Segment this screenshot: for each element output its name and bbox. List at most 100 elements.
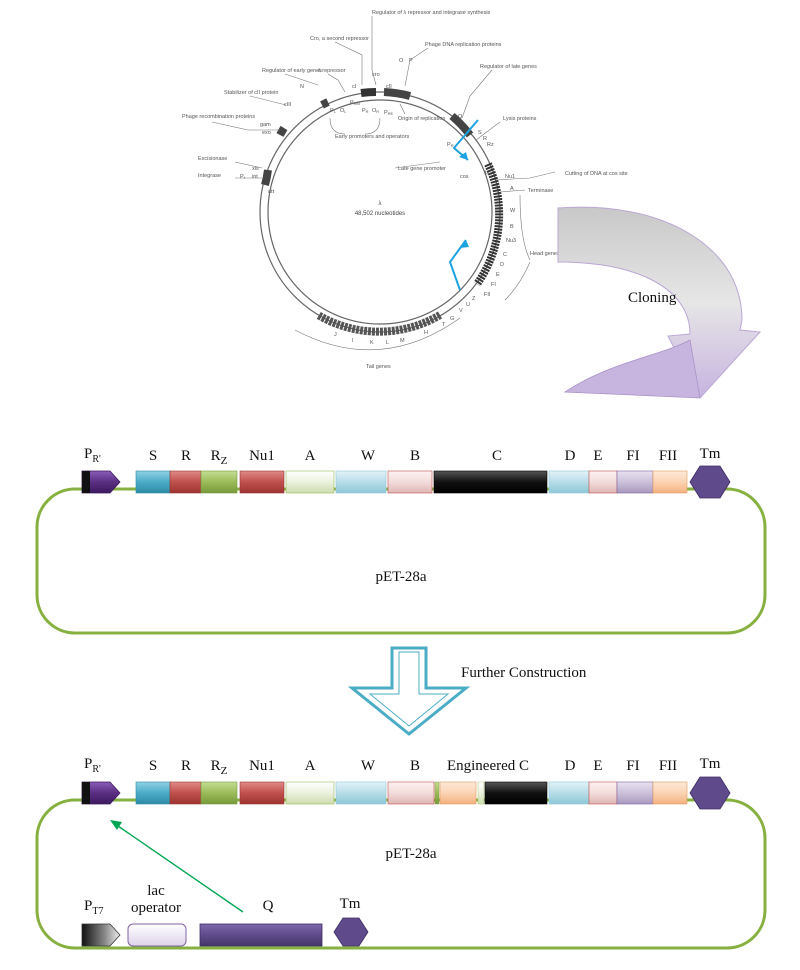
operator-OR: OR xyxy=(372,108,379,114)
gene-Nu3: Nu3 xyxy=(506,238,516,244)
gene-att: att xyxy=(268,189,275,195)
plasmid-1-outline xyxy=(35,487,767,635)
gene-Nu1: Nu1 xyxy=(505,174,515,180)
terminator-2-label: Tm xyxy=(340,896,361,912)
label2-B: B xyxy=(410,758,420,774)
gene-H: H xyxy=(424,330,428,336)
annotation-leader-lines xyxy=(211,16,556,351)
label-head: Head genes xyxy=(530,251,560,257)
lac-operator xyxy=(127,923,187,947)
label-cro: Cro, a second repressor xyxy=(310,36,369,42)
lambda-gene-letters: N cIII cI cro cII O P Q S R Rz Nu1 A W B… xyxy=(240,58,516,346)
gene-block-FII xyxy=(652,470,688,494)
cloning-label: Cloning xyxy=(628,290,677,306)
gene-A: A xyxy=(510,186,514,192)
label2-FI: FI xyxy=(626,758,639,774)
plasmid-1-label: pET-28a xyxy=(375,569,426,585)
gene-Rz: Rz xyxy=(487,142,494,148)
label-stabilizer: Stabilizer of cII protein xyxy=(224,90,278,96)
gene-block-D xyxy=(548,470,590,494)
lambda-size: 48,502 nucleotides xyxy=(355,211,405,217)
construct-2-terminator-2 xyxy=(333,917,369,947)
q-activation-arrow xyxy=(117,825,244,913)
gene2-block-engineered-tag xyxy=(439,781,477,805)
gene-cI: cI xyxy=(352,84,357,90)
gene-exo: exo xyxy=(262,130,271,136)
gene-cII: cII xyxy=(386,84,392,90)
gene-cro: cro xyxy=(372,72,380,78)
label2-D: D xyxy=(565,758,576,774)
label-phage-recombination: Phage recombination proteins xyxy=(182,114,255,120)
label-D: D xyxy=(565,448,576,464)
gene-O: O xyxy=(399,58,404,64)
gene2-block-spacer xyxy=(477,781,485,805)
gene-block-R xyxy=(169,470,202,494)
lac-operator-label-1: lac xyxy=(147,883,165,899)
label-Tm-1: Tm xyxy=(700,446,721,462)
label-FI: FI xyxy=(626,448,639,464)
promoter-PRM: PRM xyxy=(350,100,360,106)
gene-E: E xyxy=(496,272,500,278)
gene2-block-FI xyxy=(616,781,654,805)
label-Nu1: Nu1 xyxy=(249,448,275,464)
gene-D: D xyxy=(500,262,504,268)
gene-block-C xyxy=(433,470,548,494)
segment-tail xyxy=(315,311,443,336)
label-tail: Tail genes xyxy=(366,364,391,370)
gene-P: P xyxy=(409,58,413,64)
gene-L: L xyxy=(386,340,389,346)
lambda-genome-map: λ 48,502 nucleotides Regulator of λ repr… xyxy=(182,10,628,370)
label-lysis: Lysis proteins xyxy=(503,116,537,122)
gene2-block-C xyxy=(484,781,548,805)
segment-N xyxy=(320,98,330,109)
gene-cIII: cIII xyxy=(284,102,292,108)
label-early-promoters: Early promoters and operators xyxy=(335,134,410,140)
segment-red xyxy=(276,125,288,137)
construct-1-terminator xyxy=(689,465,731,499)
gene2-block-E xyxy=(588,781,618,805)
promoter-PR: PR xyxy=(362,108,369,114)
lambda-name: λ xyxy=(379,201,382,207)
gene-block-S xyxy=(135,470,171,494)
label-regulator-late: Regulator of late genes xyxy=(480,64,537,70)
label-A: A xyxy=(305,448,316,464)
gene-K: K xyxy=(370,340,374,346)
promoter-PI: PI xyxy=(240,174,245,180)
gene-Q-label: Q xyxy=(263,898,274,914)
gene2-block-S xyxy=(135,781,171,805)
label-excisionase: Excisionase xyxy=(198,156,227,162)
label-W: W xyxy=(361,448,376,464)
segment-cI xyxy=(360,88,377,97)
segment-int xyxy=(261,169,272,187)
gene-tR: tR' xyxy=(485,170,490,176)
gene2-block-A xyxy=(285,781,335,805)
promoter-PRE: PRE xyxy=(384,110,394,116)
gene-cos: cos xyxy=(460,174,469,180)
blue-arrowhead-2 xyxy=(460,240,469,248)
label2-R: R xyxy=(181,758,191,774)
gene-Z: Z xyxy=(472,296,476,302)
blue-arrowhead-1 xyxy=(459,152,468,160)
gene-S: S xyxy=(478,130,482,136)
gene-U: U xyxy=(466,302,470,308)
gene-R: R xyxy=(483,136,487,142)
gene2-block-FII xyxy=(652,781,688,805)
gene2-block-W xyxy=(335,781,387,805)
gene-C: C xyxy=(503,252,507,258)
label-S: S xyxy=(149,448,157,464)
gene-I: I xyxy=(352,338,354,344)
label2-W: W xyxy=(361,758,376,774)
lac-operator-label-2: operator xyxy=(131,900,181,916)
lambda-inner-circle xyxy=(267,99,493,325)
promoter-PRp: PR' xyxy=(447,142,455,148)
label2-Rz: RZ xyxy=(211,758,228,777)
construct-2: pET-28a PR' S R RZ Nu1 A W B Engineered … xyxy=(35,756,767,950)
construct-2-terminator xyxy=(689,776,731,810)
construct-1: pET-28a PR' S R RZ Nu1 A W B C D E FI FI… xyxy=(35,446,767,635)
construct-1-promoter-label: PR' xyxy=(84,446,101,465)
gene-block-FI xyxy=(616,470,654,494)
gene-M: M xyxy=(400,338,405,344)
construct-1-promoter-base xyxy=(82,471,90,493)
label-Rz: RZ xyxy=(211,448,228,467)
